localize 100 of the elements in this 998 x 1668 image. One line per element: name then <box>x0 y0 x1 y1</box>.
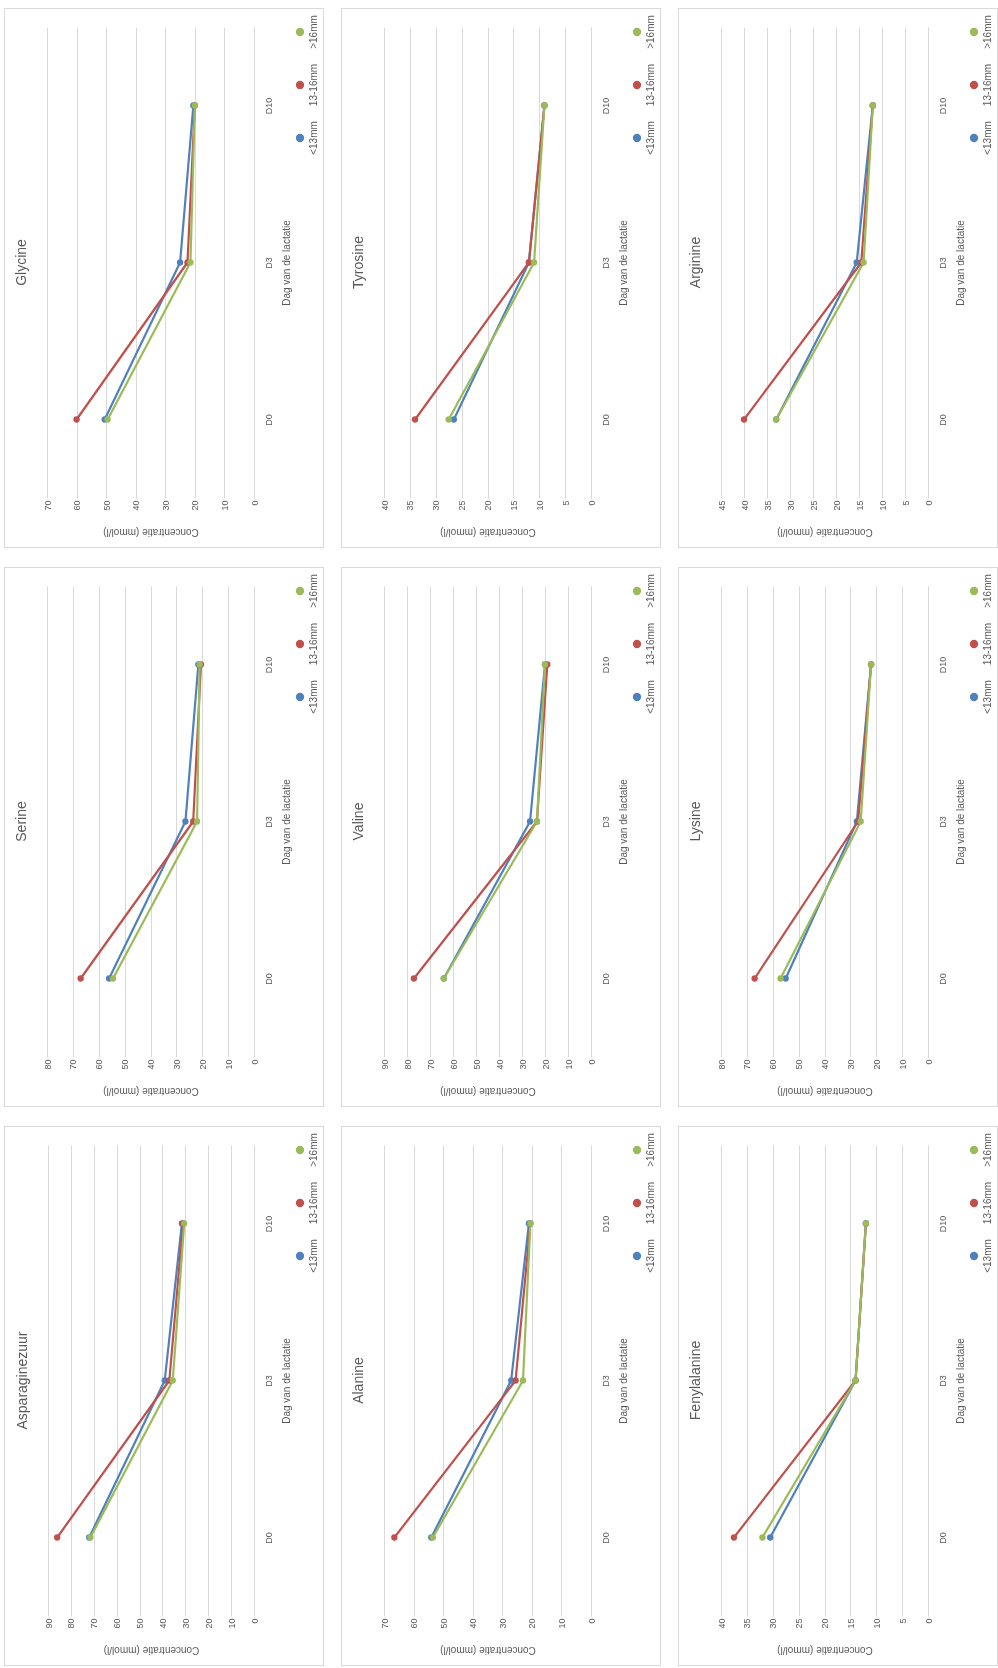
x-tick-label: 30 <box>160 500 171 511</box>
y-tick-label: D3 <box>263 816 274 828</box>
y-tick-label: D10 <box>263 97 274 115</box>
x-tick-label: 40 <box>820 1059 830 1070</box>
y-tick-label: D0 <box>600 973 611 985</box>
legend-label: <13mm <box>308 1239 319 1273</box>
x-tick-label: 40 <box>739 500 750 511</box>
x-tick-label: 0 <box>923 1618 934 1624</box>
legend-label: >16mm <box>308 15 319 49</box>
x-tick-label: 70 <box>68 1059 79 1070</box>
y-axis-title: Dag van de lactatie <box>280 778 292 865</box>
legend-label: >16mm <box>982 1133 993 1167</box>
y-tick-label: D3 <box>937 257 948 269</box>
y-tick-label: D10 <box>600 1215 611 1233</box>
text: Tyrosine <box>350 235 366 289</box>
x-tick-label: 80 <box>66 1618 77 1629</box>
x-tick-label: 40 <box>157 1618 168 1629</box>
legend-label: <13mm <box>308 680 319 714</box>
legend-label: <13mm <box>645 121 656 155</box>
legend-label: 13-16mm <box>645 1181 656 1225</box>
x-tick-label: 70 <box>742 1059 753 1070</box>
x-tick-label: 0 <box>923 1059 934 1065</box>
text: Serine <box>13 801 29 842</box>
x-tick-label: 80 <box>716 1059 727 1070</box>
x-tick-label: 50 <box>438 1618 449 1629</box>
y-axis-title: Dag van de lactatie <box>617 219 629 306</box>
x-tick-label: 20 <box>197 1059 208 1070</box>
legend-label: <13mm <box>645 680 656 714</box>
text: Glycine <box>13 238 29 286</box>
x-axis-title: Concentratie (mmol/l) <box>777 1085 873 1097</box>
x-tick-label: 40 <box>379 500 390 511</box>
x-tick-label: 40 <box>131 500 142 511</box>
text: Fenylalanine <box>687 1340 703 1421</box>
legend-label: <13mm <box>982 121 993 155</box>
x-tick-label: 20 <box>203 1618 214 1629</box>
x-tick-label: 0 <box>923 500 934 506</box>
x-tick-label: 45 <box>716 500 727 511</box>
x-tick-label: 0 <box>249 1618 260 1624</box>
x-tick-label: 5 <box>900 500 911 506</box>
x-axis-title: Concentratie (mmol/l) <box>440 526 536 538</box>
legend-label: <13mm <box>308 121 319 155</box>
legend-label: >16mm <box>308 1133 319 1167</box>
x-tick-label: 60 <box>448 1059 459 1070</box>
x-tick-label: 10 <box>897 1059 908 1070</box>
y-axis-title: Dag van de lactatie <box>617 778 629 865</box>
text: Valine <box>350 802 366 841</box>
y-tick-label: D3 <box>600 1375 611 1387</box>
legend-label: 13-16mm <box>982 1181 993 1225</box>
y-axis-title: Dag van de lactatie <box>954 1337 966 1424</box>
legend-label: <13mm <box>982 1239 993 1273</box>
x-tick-label: 35 <box>762 500 773 511</box>
legend-label: >16mm <box>645 1133 656 1167</box>
x-tick-label: 60 <box>112 1618 123 1629</box>
y-tick-label: D0 <box>937 973 948 985</box>
x-tick-label: 5 <box>897 1618 908 1624</box>
y-tick-label: D3 <box>937 1375 948 1387</box>
x-tick-label: 70 <box>425 1059 436 1070</box>
y-axis-title: Dag van de lactatie <box>954 219 966 306</box>
x-tick-label: 90 <box>43 1618 54 1629</box>
x-tick-label: 10 <box>563 1059 574 1070</box>
text: Lysine <box>687 801 703 842</box>
x-tick-label: 20 <box>820 1618 830 1629</box>
y-axis-title: Dag van de lactatie <box>280 1337 292 1424</box>
x-tick-label: 60 <box>72 500 83 511</box>
x-tick-label: 15 <box>845 1618 856 1629</box>
x-tick-label: 60 <box>409 1618 420 1629</box>
legend-label: >16mm <box>982 15 993 49</box>
y-tick-label: D10 <box>600 97 611 115</box>
legend-label: 13-16mm <box>645 63 656 107</box>
y-tick-label: D3 <box>600 816 611 828</box>
x-axis-title: Concentratie (mmol/l) <box>440 1644 536 1656</box>
y-axis-title: Dag van de lactatie <box>280 219 292 306</box>
y-axis-title: Dag van de lactatie <box>954 778 966 865</box>
y-tick-label: D0 <box>263 414 274 426</box>
x-tick-label: 20 <box>483 500 493 511</box>
x-tick-label: 5 <box>560 500 571 506</box>
y-tick-label: D0 <box>600 414 611 426</box>
y-tick-label: D10 <box>937 97 948 115</box>
x-tick-label: 30 <box>497 1618 508 1629</box>
x-tick-label: 80 <box>42 1059 53 1070</box>
x-tick-label: 40 <box>494 1059 505 1070</box>
x-tick-label: 15 <box>854 500 865 511</box>
legend-label: <13mm <box>982 680 993 714</box>
text: Arginine <box>687 236 703 289</box>
legend-label: 13-16mm <box>982 622 993 666</box>
x-tick-label: 30 <box>180 1618 191 1629</box>
x-tick-label: 10 <box>556 1618 567 1629</box>
x-tick-label: 30 <box>171 1059 182 1070</box>
x-axis-title: Concentratie (mmol/l) <box>777 526 873 538</box>
legend-label: >16mm <box>645 574 656 608</box>
y-tick-label: D0 <box>937 1532 948 1544</box>
legend-label: 13-16mm <box>308 63 319 107</box>
legend-label: >16mm <box>982 574 993 608</box>
x-tick-label: 35 <box>405 500 416 511</box>
y-tick-label: D10 <box>937 656 948 674</box>
x-tick-label: 40 <box>146 1059 156 1070</box>
x-tick-label: 20 <box>190 500 201 511</box>
x-tick-label: 30 <box>785 500 796 511</box>
x-tick-label: 20 <box>540 1059 551 1070</box>
x-tick-label: 10 <box>534 500 545 511</box>
